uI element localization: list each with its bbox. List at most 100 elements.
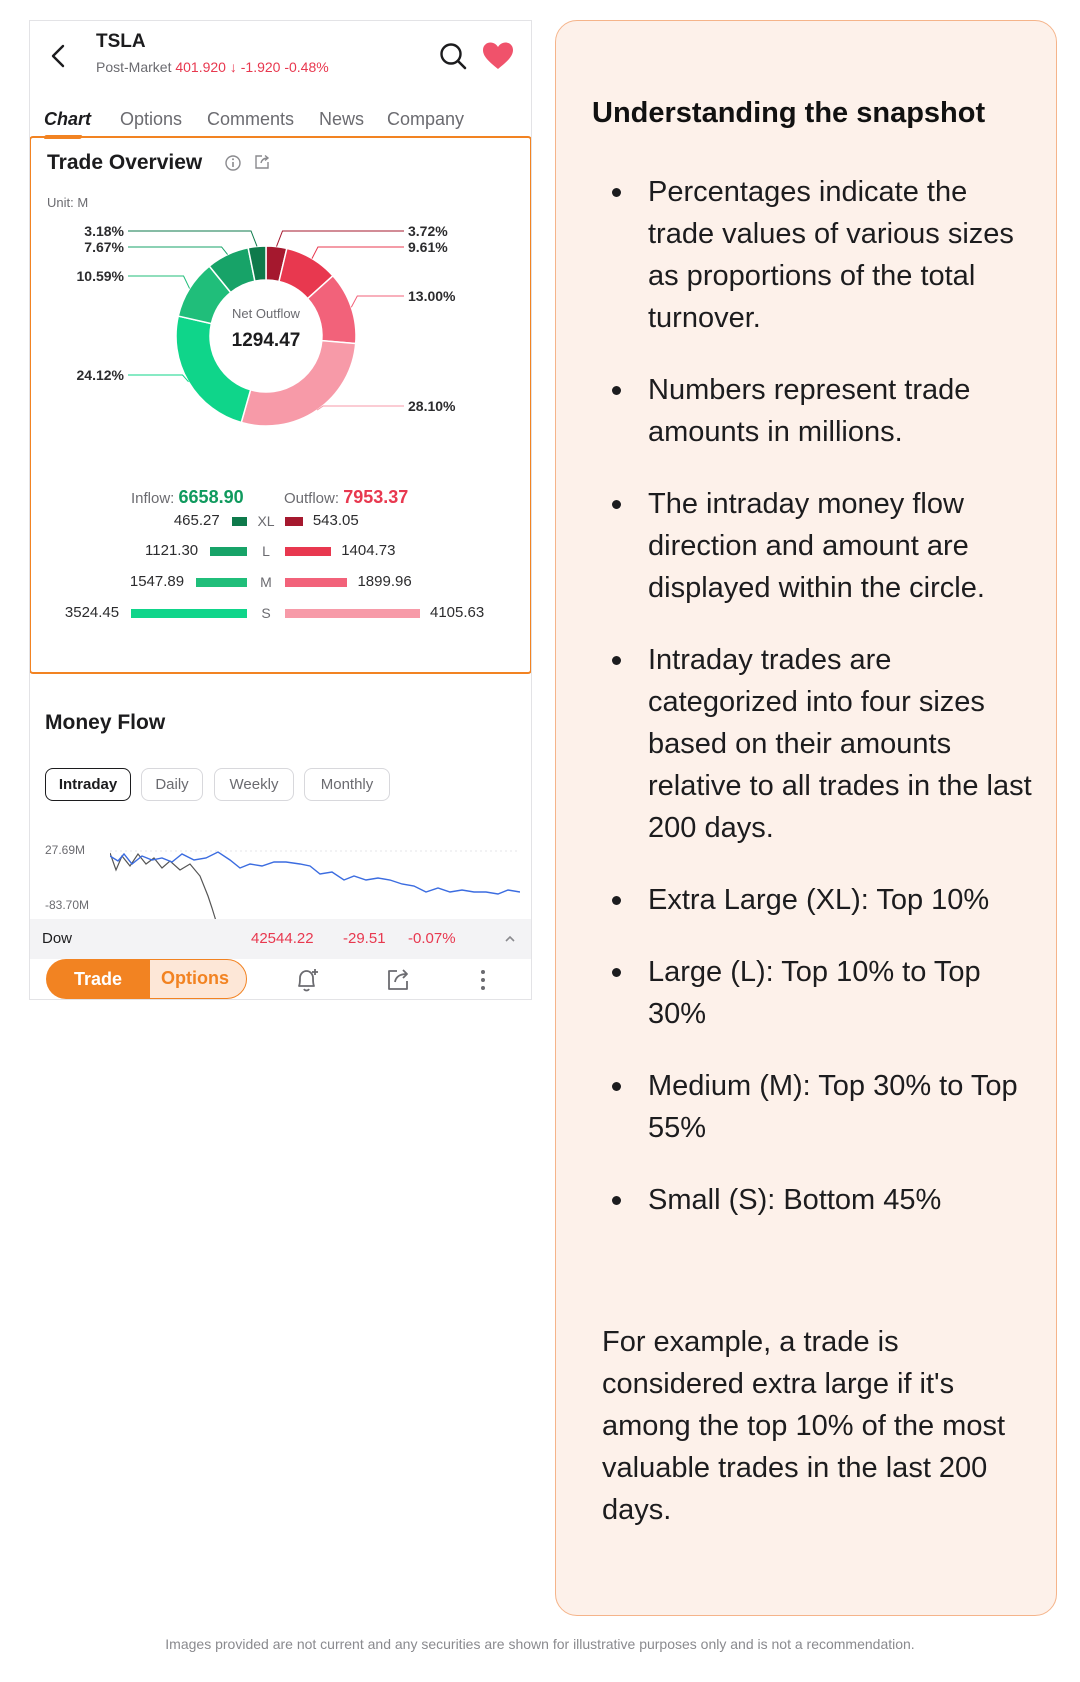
options-button[interactable]: Options bbox=[143, 959, 247, 999]
explanation-example: For example, a trade is considered extra… bbox=[602, 1326, 1006, 1526]
top-bar: TSLA Post-Market 401.920 ↓ -1.920 -0.48% bbox=[30, 21, 531, 91]
center-value: 1294.47 bbox=[232, 330, 301, 351]
chevron-up-icon[interactable] bbox=[503, 932, 517, 946]
explanation-bullet: Extra Large (XL): Top 10% bbox=[608, 879, 1038, 921]
dow-line bbox=[110, 852, 217, 922]
outflow-amount: 1404.73 bbox=[341, 542, 396, 559]
trade-button[interactable]: Trade bbox=[46, 959, 150, 999]
tab-company[interactable]: Company bbox=[387, 109, 465, 129]
outflow-summary: Outflow: 7953.37 bbox=[284, 487, 408, 508]
ticker-symbol: TSLA bbox=[96, 31, 146, 52]
explanation-bullet: Percentages indicate the trade values of… bbox=[608, 171, 1038, 339]
back-arrow-icon[interactable] bbox=[44, 39, 72, 73]
period-daily[interactable]: Daily bbox=[141, 768, 203, 801]
donut-slice bbox=[240, 339, 357, 427]
inflow-bar bbox=[196, 578, 247, 587]
outflow-bar bbox=[285, 609, 420, 618]
inflow-bar bbox=[210, 547, 247, 556]
period-intraday[interactable]: Intraday bbox=[45, 768, 131, 801]
inflow-bar bbox=[231, 517, 247, 526]
price-change: -1.920 bbox=[240, 59, 281, 75]
outflow-amount: 1899.96 bbox=[357, 573, 412, 590]
explanation-bullet: Small (S): Bottom 45% bbox=[608, 1179, 1038, 1221]
period-weekly[interactable]: Weekly bbox=[214, 768, 294, 801]
donut-slice bbox=[247, 245, 267, 282]
trade-donut-chart: 3.72%9.61% 13.00% 28.10% 24.12% 10.59% 7.67%3… bbox=[77, 223, 456, 427]
tab-chart[interactable]: Chart bbox=[44, 109, 92, 129]
inflow-amount: 3524.45 bbox=[64, 604, 120, 621]
price-value: 401.920 bbox=[175, 59, 226, 75]
bottom-action-bar: Options Trade bbox=[30, 959, 531, 999]
slice-percent-label: 10.59% bbox=[77, 268, 125, 284]
favorite-heart-icon[interactable] bbox=[482, 41, 514, 71]
money-flow-chart bbox=[110, 850, 520, 922]
explanation-bullet: Large (L): Top 10% to Top 30% bbox=[608, 951, 1038, 1035]
more-options-icon[interactable] bbox=[477, 966, 489, 994]
inflow-summary: Inflow: 6658.90 bbox=[131, 487, 244, 508]
y-axis-min: -83.70M bbox=[45, 898, 90, 912]
outflow-label: Outflow: bbox=[284, 490, 340, 507]
post-market-quote: Post-Market 401.920 ↓ -1.920 -0.48% bbox=[96, 59, 329, 75]
money-flow-line bbox=[110, 851, 520, 895]
inflow-label: Inflow: bbox=[131, 490, 175, 507]
leader-line bbox=[311, 246, 404, 259]
slice-percent-label: 24.12% bbox=[77, 367, 125, 383]
share-icon[interactable] bbox=[384, 966, 412, 994]
leader-line bbox=[128, 374, 189, 383]
explanation-bullet: Medium (M): Top 30% to Top 55% bbox=[608, 1065, 1038, 1149]
tab-options[interactable]: Options bbox=[120, 109, 183, 129]
inflow-bar bbox=[131, 609, 247, 618]
index-value: 42544.22 bbox=[251, 930, 314, 947]
index-change: -29.51 bbox=[343, 930, 386, 947]
share-icon[interactable] bbox=[253, 153, 271, 171]
leader-line bbox=[350, 295, 404, 308]
slice-percent-label: 28.10% bbox=[408, 398, 456, 414]
index-name: Dow bbox=[42, 930, 73, 947]
leader-line bbox=[128, 230, 258, 247]
slice-percent-label: 3.18% bbox=[84, 223, 124, 239]
index-ticker-bar[interactable]: Dow 42544.22 -29.51 -0.07% bbox=[30, 919, 531, 959]
leader-line bbox=[128, 275, 191, 289]
disclaimer: Images provided are not current and any … bbox=[165, 1636, 915, 1652]
stock-tabs: Chart Options Comments News Company bbox=[30, 109, 531, 149]
size-category-label: M bbox=[260, 574, 272, 590]
app-screen: TSLA Post-Market 401.920 ↓ -1.920 -0.48%… bbox=[29, 20, 532, 1000]
explanation-bullet: Intraday trades are categorized into fou… bbox=[608, 639, 1038, 849]
size-category-label: XL bbox=[257, 513, 275, 529]
price-change-pct: -0.48% bbox=[284, 59, 329, 75]
explanation-bullet: Numbers represent trade amounts in milli… bbox=[608, 369, 1038, 453]
money-flow-title: Money Flow bbox=[45, 711, 166, 734]
outflow-bar bbox=[285, 578, 348, 587]
y-axis-max: 27.69M bbox=[45, 843, 86, 857]
explanation-heading: Understanding the snapshot bbox=[592, 97, 986, 129]
leader-line bbox=[276, 230, 404, 247]
outflow-amount: 4105.63 bbox=[430, 604, 485, 621]
inflow-amount: 1121.30 bbox=[145, 542, 199, 559]
outflow-amount: 543.05 bbox=[312, 512, 359, 529]
slice-percent-label: 13.00% bbox=[408, 288, 456, 304]
down-arrow-icon: ↓ bbox=[229, 59, 237, 75]
explanation-list: Percentages indicate the trade values of… bbox=[608, 171, 1038, 1251]
search-icon[interactable] bbox=[438, 41, 468, 71]
tab-comments[interactable]: Comments bbox=[207, 109, 295, 129]
unit-label: Unit: M bbox=[47, 195, 89, 210]
slice-percent-label: 7.67% bbox=[84, 239, 124, 255]
slice-percent-label: 3.72% bbox=[408, 223, 448, 239]
session-label: Post-Market bbox=[96, 59, 172, 75]
leader-line bbox=[316, 405, 404, 411]
inflow-value: 6658.90 bbox=[178, 487, 244, 507]
alert-bell-icon[interactable] bbox=[293, 966, 321, 994]
trade-overview-card: Trade Overview Unit: M 3.72% 9.61% 13.00% 2… bbox=[30, 136, 531, 674]
period-monthly[interactable]: Monthly bbox=[304, 768, 390, 801]
tab-news[interactable]: News bbox=[319, 109, 365, 129]
inflow-amount: 1547.89 bbox=[129, 573, 185, 590]
outflow-value: 7953.37 bbox=[343, 487, 409, 507]
center-label: Net Outflow bbox=[232, 306, 301, 321]
leader-line bbox=[128, 246, 228, 255]
outflow-bar bbox=[285, 547, 332, 556]
slice-percent-label: 9.61% bbox=[408, 239, 448, 255]
info-icon[interactable] bbox=[224, 154, 242, 172]
outflow-bar bbox=[285, 517, 303, 526]
size-category-label: S bbox=[261, 605, 271, 621]
inflow-amount: 465.27 bbox=[173, 512, 220, 529]
